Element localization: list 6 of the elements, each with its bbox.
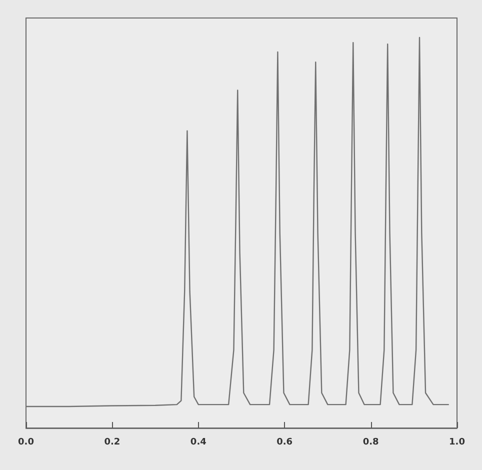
x-tick-label: 0.2 <box>104 438 120 448</box>
x-tick-label: 1.0 <box>449 438 465 448</box>
x-tick-label: 0.6 <box>276 438 293 448</box>
x-tick-label: 0.8 <box>362 438 379 448</box>
x-tick-label: 0.0 <box>18 438 34 448</box>
x-tick-label: 0.4 <box>190 438 206 448</box>
